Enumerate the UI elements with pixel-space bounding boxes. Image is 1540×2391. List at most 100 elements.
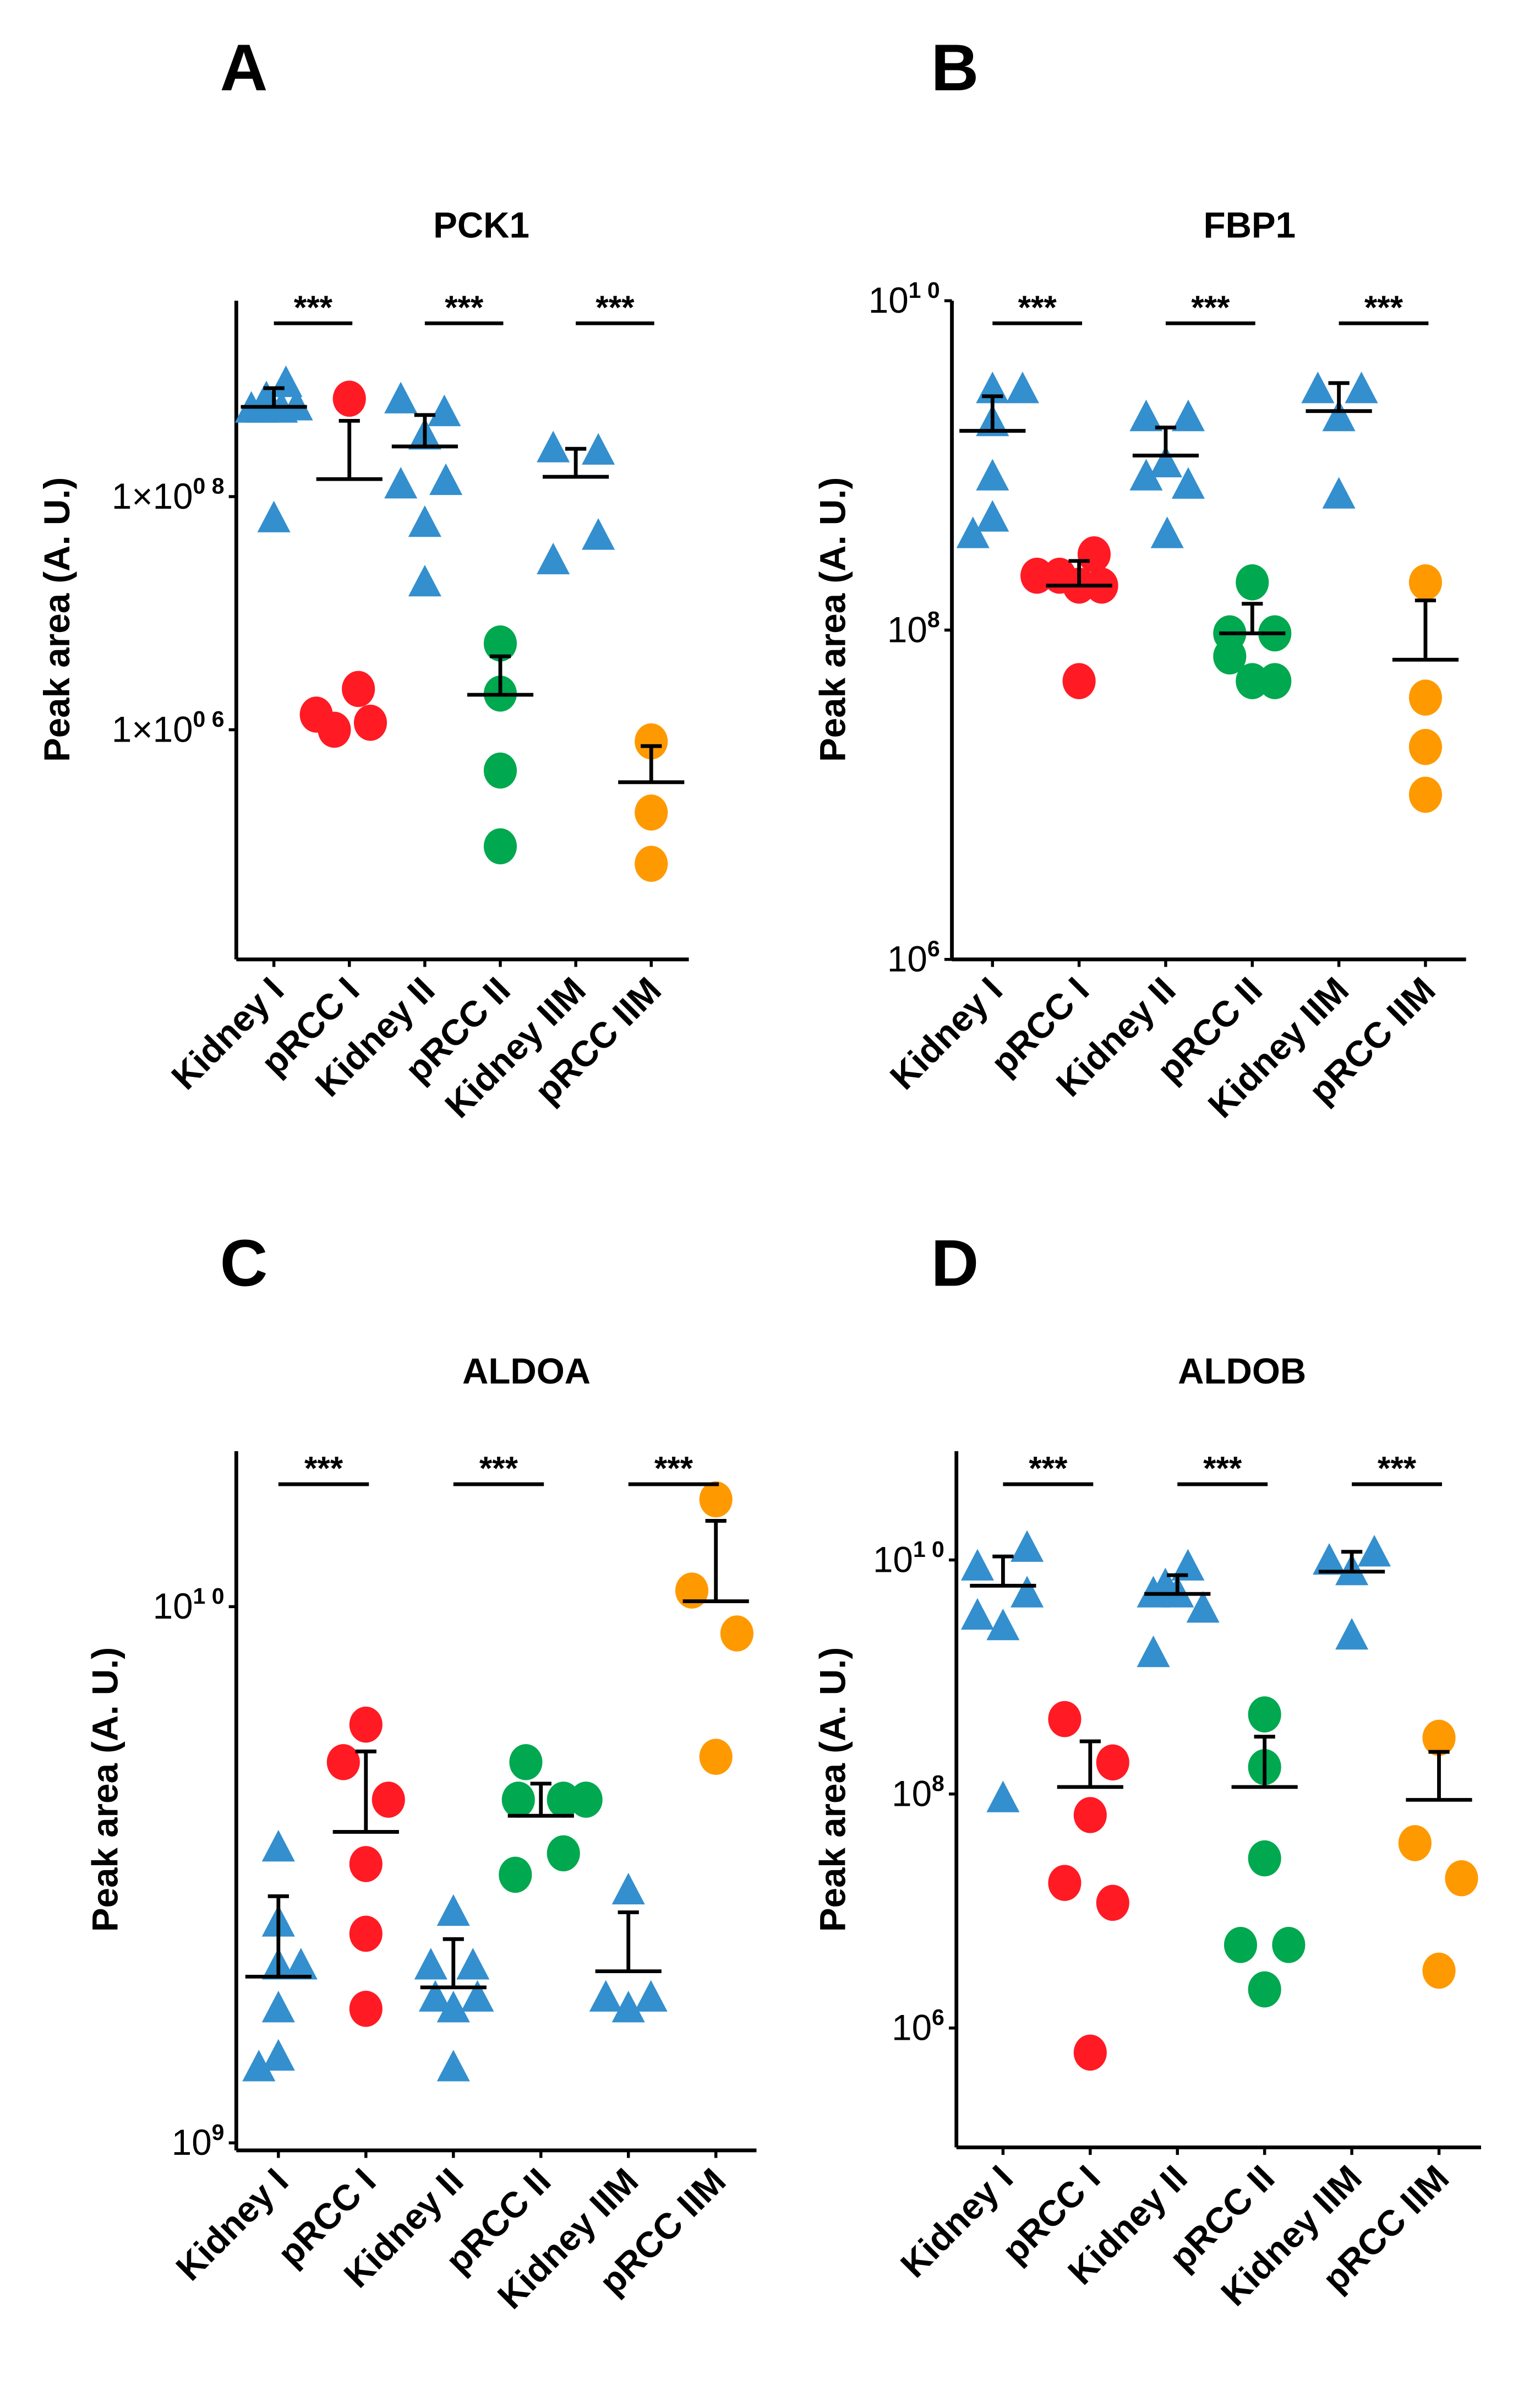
significance-label: *** — [654, 1450, 693, 1487]
data-point-circle — [1408, 564, 1442, 601]
data-point-triangle — [428, 394, 461, 427]
data-point-circle — [483, 752, 517, 789]
y-tick-label: 108 — [892, 1771, 944, 1813]
significance-label: *** — [1191, 289, 1230, 326]
y-tick-label: 101 0 — [153, 1583, 225, 1626]
data-point-triangle — [1186, 1591, 1220, 1623]
group-prcc-ii — [467, 625, 534, 865]
group-prcc-ii — [1213, 564, 1292, 699]
data-point-triangle — [956, 516, 990, 548]
data-point-triangle — [384, 467, 418, 499]
data-point-triangle — [418, 1980, 452, 2012]
y-tick-label: 101 0 — [869, 277, 940, 320]
data-point-circle — [349, 1846, 383, 1882]
group-kidney-iim — [1313, 1534, 1391, 1650]
data-point-circle — [1048, 1701, 1082, 1738]
data-point-circle — [499, 1856, 532, 1893]
data-point-circle — [635, 846, 668, 882]
data-point-triangle — [986, 1780, 1020, 1812]
group-prcc-i — [1020, 536, 1118, 699]
data-point-triangle — [1301, 372, 1335, 404]
data-point-triangle — [429, 463, 463, 495]
data-point-triangle — [1335, 1617, 1369, 1650]
data-point-circle — [1248, 1971, 1281, 2008]
group-prcc-ii — [1224, 1696, 1306, 2008]
data-point-triangle — [589, 1980, 622, 2012]
group-kidney-iim — [589, 1872, 668, 2023]
data-point-circle — [353, 705, 387, 741]
y-tick-base: 10 — [892, 2008, 932, 2048]
group-kidney-i — [234, 365, 313, 532]
data-point-triangle — [257, 500, 291, 532]
data-point-triangle — [960, 1598, 994, 1630]
data-point-circle — [1258, 663, 1292, 699]
data-point-triangle — [384, 382, 418, 413]
y-tick-label: 106 — [887, 936, 940, 979]
significance-label: *** — [445, 289, 484, 326]
significance-label: *** — [304, 1450, 343, 1487]
group-kidney-ii — [384, 382, 463, 597]
group-prcc-i — [326, 1706, 405, 2027]
group-prcc-i — [299, 380, 387, 748]
data-point-triangle — [1129, 459, 1163, 491]
data-point-triangle — [461, 1980, 494, 2012]
data-point-circle — [483, 828, 517, 865]
data-point-circle — [1422, 1952, 1456, 1989]
data-point-circle — [1445, 1860, 1478, 1897]
data-point-circle — [1408, 729, 1442, 765]
data-point-circle — [1272, 1927, 1306, 1963]
group-prcc-ii — [499, 1744, 603, 1893]
y-tick-base: 10 — [172, 2122, 212, 2163]
data-point-triangle — [1171, 1549, 1205, 1581]
data-point-circle — [635, 723, 668, 760]
x-tick-label: Kidney I — [168, 2160, 296, 2288]
group-kidney-i — [242, 1829, 318, 2082]
data-point-triangle — [1345, 372, 1378, 404]
data-point-triangle — [1322, 477, 1356, 509]
data-point-triangle — [976, 500, 1009, 532]
y-tick-exponent: 1 0 — [193, 1583, 225, 1609]
data-point-circle — [1408, 679, 1442, 716]
data-point-circle — [1236, 564, 1269, 601]
data-point-triangle — [976, 459, 1009, 491]
y-tick-exponent: 0 8 — [193, 473, 225, 499]
data-point-circle — [318, 711, 351, 748]
data-point-triangle — [1011, 1576, 1044, 1608]
data-point-triangle — [261, 2039, 295, 2071]
y-tick-label: 1×100 8 — [112, 473, 225, 516]
group-kidney-ii — [1129, 399, 1205, 548]
data-point-triangle — [582, 518, 615, 550]
data-point-triangle — [634, 1980, 668, 2012]
data-point-triangle — [1149, 1567, 1182, 1599]
data-point-circle — [1248, 1696, 1281, 1733]
y-tick-exponent: 6 — [927, 936, 940, 961]
data-point-circle — [509, 1744, 543, 1780]
data-point-circle — [720, 1615, 753, 1652]
data-point-triangle — [436, 1894, 470, 1926]
y-tick-label: 106 — [892, 2005, 944, 2047]
data-point-circle — [699, 1739, 733, 1775]
significance-label: *** — [596, 289, 635, 326]
y-tick-base: 10 — [887, 609, 927, 650]
data-point-triangle — [284, 1948, 318, 1980]
data-point-circle — [675, 1572, 709, 1609]
x-tick-label: Kidney I — [163, 970, 291, 1097]
group-prcc-iim — [1398, 1719, 1478, 1989]
y-tick-base: 10 — [887, 939, 927, 979]
y-axis-label: Peak area (A. U.) — [813, 1647, 853, 1932]
panel-letter: D — [931, 1226, 979, 1300]
group-kidney-ii — [414, 1894, 494, 2082]
y-tick-exponent: 8 — [932, 1771, 944, 1796]
data-point-triangle — [261, 1991, 295, 2023]
data-point-triangle — [986, 1608, 1020, 1641]
data-point-triangle — [1006, 372, 1039, 404]
data-point-circle — [569, 1782, 603, 1818]
data-point-triangle — [1171, 467, 1205, 499]
y-tick-exponent: 1 0 — [909, 277, 940, 303]
group-kidney-iim — [537, 431, 615, 575]
significance-label: *** — [1018, 289, 1057, 326]
group-prcc-iim — [1392, 564, 1459, 813]
